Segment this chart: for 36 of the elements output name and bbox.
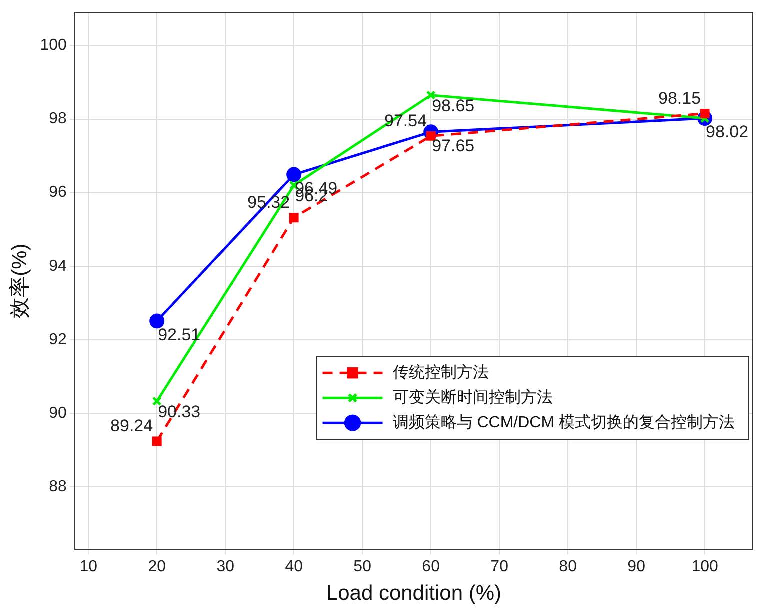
y-axis-title: 效率(%) bbox=[8, 244, 32, 318]
y-tick-label: 96 bbox=[49, 184, 67, 202]
x-tick-label: 30 bbox=[216, 558, 235, 576]
y-tick-label: 88 bbox=[49, 478, 67, 496]
y-tick-label: 92 bbox=[49, 331, 67, 348]
data-label: 97.65 bbox=[432, 136, 475, 156]
data-label: 92.51 bbox=[158, 325, 201, 344]
data-label: 98.02 bbox=[706, 122, 749, 142]
x-tick-label: 100 bbox=[692, 558, 718, 576]
point bbox=[150, 314, 165, 329]
point bbox=[152, 436, 162, 446]
x-tick-label: 60 bbox=[422, 558, 440, 576]
point bbox=[700, 109, 710, 118]
x-tick-label: 90 bbox=[628, 558, 646, 576]
data-label: 89.24 bbox=[110, 416, 154, 436]
data-label: 98.65 bbox=[432, 96, 475, 116]
y-tick-label: 94 bbox=[49, 258, 67, 275]
y-tick-label: 100 bbox=[40, 37, 67, 54]
x-tick-label: 70 bbox=[490, 558, 509, 576]
legend-label: 调频策略与 CCM/DCM 模式切换的复合控制方法 bbox=[392, 414, 736, 432]
x-tick-label: 80 bbox=[559, 558, 578, 576]
y-tick-label: 90 bbox=[49, 404, 67, 422]
point bbox=[289, 213, 299, 223]
legend-label: 传统控制方法 bbox=[392, 364, 489, 382]
x-tick-label: 40 bbox=[285, 558, 304, 576]
legend-label: 可变关断时间控制方法 bbox=[392, 388, 553, 407]
y-tick-label: 98 bbox=[49, 110, 67, 128]
point bbox=[426, 90, 436, 100]
data-label: 98.15 bbox=[658, 88, 702, 108]
x-axis-title: Load condition (%) bbox=[326, 582, 502, 606]
x-tick-label: 50 bbox=[354, 558, 372, 576]
x-tick-label: 10 bbox=[80, 558, 98, 576]
point bbox=[286, 167, 302, 182]
data-label: 90.33 bbox=[158, 402, 201, 422]
x-tick-label: 20 bbox=[148, 558, 166, 576]
point bbox=[152, 396, 162, 406]
